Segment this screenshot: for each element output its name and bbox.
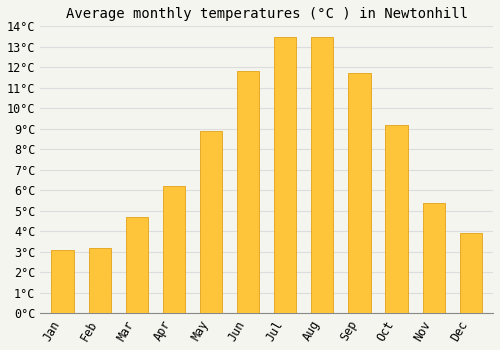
Bar	[237, 71, 260, 313]
Bar	[88, 247, 111, 313]
Bar	[52, 250, 74, 313]
Bar	[163, 186, 185, 313]
Bar	[348, 74, 370, 313]
Title: Average monthly temperatures (°C ) in Newtonhill: Average monthly temperatures (°C ) in Ne…	[66, 7, 468, 21]
Bar	[200, 131, 222, 313]
Bar	[422, 203, 445, 313]
Bar	[386, 125, 407, 313]
Bar	[126, 217, 148, 313]
Bar	[274, 36, 296, 313]
Bar	[311, 36, 334, 313]
Bar	[460, 233, 482, 313]
